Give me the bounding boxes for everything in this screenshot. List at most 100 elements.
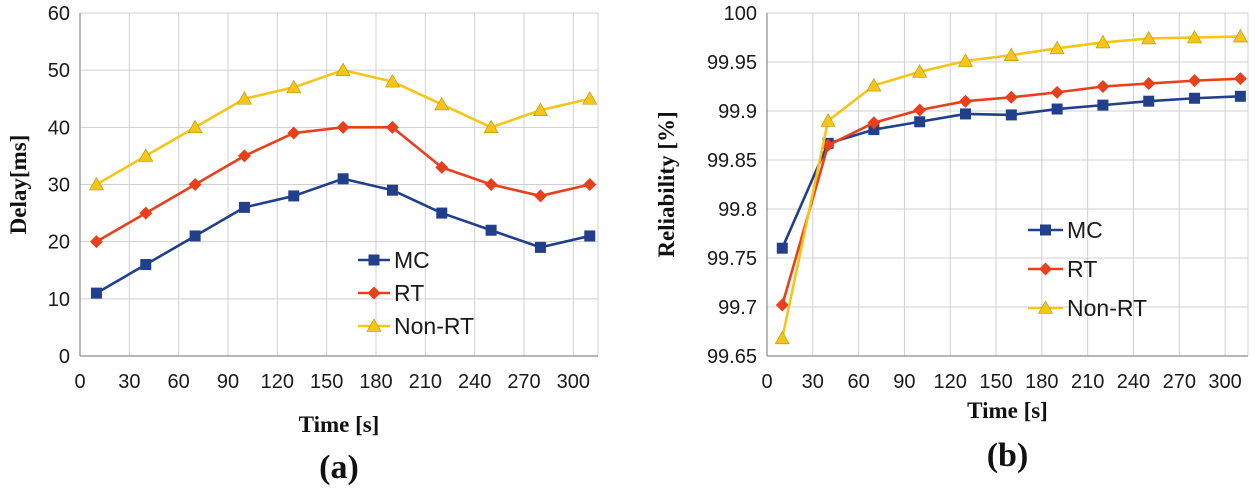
legend-label: RT [394,280,424,306]
x-tick-label: 30 [802,371,824,393]
data-point-non-rt [286,79,302,94]
data-point-rt [775,298,789,312]
y-tick-label: 50 [48,60,70,82]
x-tick-label: 210 [409,371,442,393]
data-point-non-rt [187,119,203,134]
data-point-rt [435,160,449,174]
data-point-rt [1004,90,1018,104]
data-point-mc [90,287,102,299]
y-tick-label: 99.65 [707,346,757,368]
legend-marker [1040,224,1051,236]
data-point-mc [534,241,546,253]
data-point-rt [188,178,202,191]
legend-marker [1037,300,1054,314]
data-point-non-rt [1095,34,1111,49]
data-point-rt [583,178,597,191]
data-point-non-rt [957,53,974,67]
data-point-mc [1234,90,1246,102]
data-point-rt [385,120,399,134]
data-point-non-rt [1141,30,1157,45]
legend-marker [368,254,380,266]
panel-label: (a) [319,449,359,486]
data-point-mc [337,173,349,185]
data-point-mc [776,242,788,254]
legend-marker [366,318,382,332]
y-tick-label: 100 [724,3,757,25]
x-tick-label: 300 [557,371,590,393]
y-tick-label: 10 [48,289,70,311]
series-line-mc [95,177,591,295]
data-point-mc [436,207,448,219]
y-tick-label: 20 [48,232,70,254]
y-tick-label: 30 [48,175,70,197]
legend: MC RT Non-RT [1028,217,1147,321]
x-tick-label: 90 [893,371,915,393]
x-tick-label: 240 [458,371,491,393]
data-point-non-rt [866,77,882,92]
data-point-mc [140,259,152,271]
data-point-non-rt [138,148,154,162]
data-point-mc [1051,103,1063,115]
x-tick-label: 150 [979,371,1012,393]
y-axis-title: Reliability [%] [654,111,679,257]
y-tick-label: 60 [48,3,70,25]
data-point-rt [1233,72,1247,86]
y-tick-label: 99.7 [718,297,757,319]
data-point-mc [1097,99,1109,111]
x-tick-label: 0 [74,371,85,393]
data-point-mc [1189,92,1201,104]
data-point-rt [89,235,103,249]
legend: MC RT Non-RT [358,247,474,339]
x-tick-label: 300 [1208,371,1241,393]
legend-marker [367,286,381,300]
data-point-non-rt [1187,29,1203,44]
data-point-non-rt [1003,47,1019,61]
data-point-rt [1142,77,1156,91]
data-point-rt [867,116,881,130]
data-point-rt [484,178,498,191]
data-point-non-rt [335,62,351,76]
data-point-mc [584,230,596,242]
data-point-rt [913,103,927,117]
data-point-mc [868,124,880,136]
data-point-mc [386,184,398,196]
x-axis-title: Time [s] [967,398,1048,423]
y-tick-label: 99.75 [707,248,757,270]
data-point-non-rt [88,176,104,191]
data-point-non-rt [582,91,598,105]
legend-label: RT [1067,256,1097,282]
data-point-non-rt [236,91,252,105]
x-tick-label: 210 [1071,371,1104,393]
y-tick-label: 99.85 [707,150,757,172]
data-point-non-rt [912,64,928,78]
legend-label: MC [1067,217,1103,243]
data-point-mc [189,230,201,242]
x-tick-label: 270 [507,371,540,393]
y-axis-title: Delay[ms] [6,135,31,235]
legend-marker [1039,262,1052,276]
x-tick-label: 0 [761,371,772,393]
y-tick-label: 99.8 [718,199,757,221]
y-tick-label: 40 [48,117,70,139]
data-point-non-rt [434,96,450,111]
data-point-non-rt [774,330,790,345]
x-tick-label: 150 [310,371,343,393]
data-point-non-rt [1049,40,1065,55]
x-tick-label: 120 [261,371,294,393]
data-point-rt [1096,80,1110,93]
chart-panel-b: 99.65 99.7 99.75 99.8 99.85 99.9 99.95 100 0 30 60… [654,3,1249,474]
x-tick-label: 120 [934,371,967,393]
x-tick-label: 30 [118,371,140,393]
data-point-rt [1050,85,1064,99]
data-point-mc [238,201,250,213]
x-tick-label: 240 [1117,371,1150,393]
panel-label: (b) [987,437,1029,474]
data-point-rt [237,149,251,163]
data-point-mc [288,190,300,202]
x-tick-label: 180 [359,371,392,393]
data-point-mc [960,108,972,120]
x-tick-label: 90 [217,371,239,393]
y-tick-label: 99.95 [707,52,757,74]
data-point-rt [287,126,301,140]
